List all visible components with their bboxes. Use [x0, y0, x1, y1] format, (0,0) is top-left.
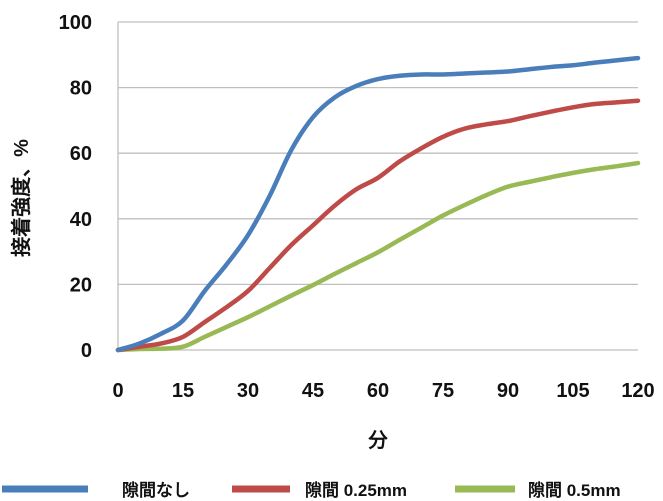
x-tick-label: 105 — [556, 380, 589, 402]
y-tick-label: 60 — [70, 143, 92, 165]
y-tick-label: 0 — [81, 340, 92, 362]
x-tick-label: 0 — [112, 380, 123, 402]
series-lines — [115, 55, 641, 353]
legend-label: 隙間 0.5mm — [528, 480, 621, 500]
x-tick-label: 30 — [237, 380, 259, 402]
legend-label: 隙間なし — [122, 480, 190, 500]
series-line-3 — [115, 160, 641, 353]
legend-item-2: 隙間 0.25mm — [232, 480, 407, 500]
x-tick-label: 90 — [497, 380, 519, 402]
x-tick-label: 60 — [367, 380, 389, 402]
x-tick-label: 75 — [432, 380, 454, 402]
x-tick-label: 15 — [172, 380, 194, 402]
y-axis-title: 接着強度、% — [9, 139, 33, 257]
x-tick-label: 120 — [621, 380, 654, 402]
y-tick-label: 80 — [70, 78, 92, 100]
x-tick-label: 45 — [302, 380, 324, 402]
legend-item-3: 隙間 0.5mm — [455, 480, 621, 500]
legend-label: 隙間 0.25mm — [305, 480, 407, 500]
x-axis-title: 分 — [368, 429, 388, 452]
y-tick-label: 20 — [70, 274, 92, 296]
y-tick-label: 40 — [70, 209, 92, 231]
series-line-2 — [115, 98, 641, 353]
axes: 0 20 40 60 80 100 0 15 30 45 60 75 90 105 120 — [59, 12, 655, 402]
y-tick-label: 100 — [59, 12, 92, 34]
legend: 隙間なし 隙間 0.25mm 隙間 0.5mm — [2, 480, 621, 500]
legend-item-1: 隙間なし — [2, 480, 190, 500]
series-line-1 — [115, 55, 641, 353]
gridlines — [118, 21, 638, 351]
